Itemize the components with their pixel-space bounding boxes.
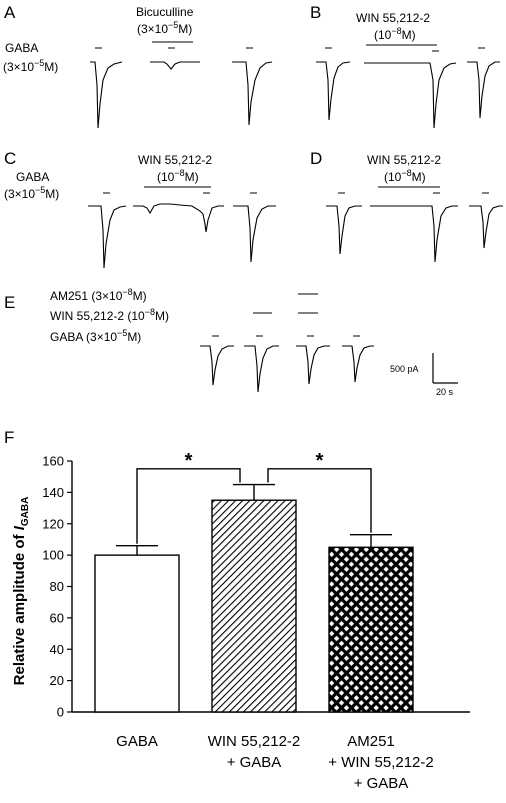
y-tick-label: 20 <box>50 673 64 688</box>
bicuculline-label: Bicuculline <box>136 5 194 19</box>
scale-bar-current-label: 500 pA <box>390 364 419 374</box>
win-label: WIN 55,212-2 <box>138 153 212 167</box>
y-tick-label: 120 <box>42 516 64 531</box>
significance-bracket <box>136 468 241 544</box>
panel-label-a: A <box>4 3 16 22</box>
significance-mark: * <box>185 450 193 472</box>
bar <box>94 554 180 713</box>
y-axis-label: Relative amplitude of IGABA <box>11 497 31 686</box>
category-label: AM251 <box>347 733 395 750</box>
category-label: + GABA <box>354 775 409 792</box>
current-trace <box>364 62 457 129</box>
y-tick-label: 160 <box>42 454 64 469</box>
gaba-label-line1: GABA <box>16 170 49 184</box>
win-label: WIN 55,212-2 (10−8M) <box>50 307 169 323</box>
am251-label: AM251 (3×10−8M) <box>50 287 147 303</box>
current-trace <box>232 61 273 126</box>
panel-label-b: B <box>310 3 321 22</box>
bar <box>328 546 414 713</box>
current-trace <box>469 205 503 249</box>
current-trace <box>150 61 200 70</box>
category-label: + GABA <box>227 754 282 771</box>
current-trace <box>326 205 362 255</box>
gaba-concentration-label: (3×10−5M) <box>3 58 58 74</box>
bar <box>211 499 297 713</box>
category-label: + WIN 55,212-2 <box>328 754 433 771</box>
gaba-concentration-label: (3×10−5M) <box>4 185 59 201</box>
y-tick-label: 140 <box>42 485 64 500</box>
panel-label-e: E <box>4 293 15 312</box>
panel-label-f: F <box>4 428 14 447</box>
current-trace <box>200 345 234 386</box>
bicuculline-concentration-label: (3×10−5M) <box>137 20 192 36</box>
current-trace <box>90 61 123 129</box>
current-trace <box>370 205 458 263</box>
category-label: WIN 55,212-2 <box>208 733 301 750</box>
win-concentration-label: (10−8M) <box>157 168 199 184</box>
y-tick-label: 40 <box>50 642 64 657</box>
win-label: WIN 55,212-2 <box>356 11 430 25</box>
category-label: GABA <box>116 733 158 750</box>
current-trace <box>244 345 279 393</box>
current-trace <box>467 61 500 119</box>
panel-label-c: C <box>4 149 16 168</box>
scale-bar-time-label: 20 s <box>436 387 454 397</box>
y-tick-label: 80 <box>50 579 64 594</box>
current-trace <box>296 345 330 385</box>
bar-chart: 0 20 40 60 80 100 120 140 160 GABA WIN 55,212-2 + G… <box>42 450 470 792</box>
current-trace <box>88 205 127 269</box>
current-trace <box>342 345 374 383</box>
win-concentration-label: (10−8M) <box>384 168 426 184</box>
win-label: WIN 55,212-2 <box>367 153 441 167</box>
significance-bracket <box>267 468 372 533</box>
current-trace <box>133 203 224 233</box>
y-tick-label: 100 <box>42 548 64 563</box>
current-trace <box>316 61 351 121</box>
y-tick-label: 0 <box>57 705 64 720</box>
current-trace <box>233 205 276 263</box>
win-concentration-label: (10−8M) <box>374 26 416 42</box>
panel-label-d: D <box>310 149 322 168</box>
significance-mark: * <box>316 450 324 472</box>
gaba-label: GABA (3×10−5M) <box>50 328 141 344</box>
y-tick-label: 60 <box>50 610 64 625</box>
gaba-label-line1: GABA <box>5 41 38 55</box>
